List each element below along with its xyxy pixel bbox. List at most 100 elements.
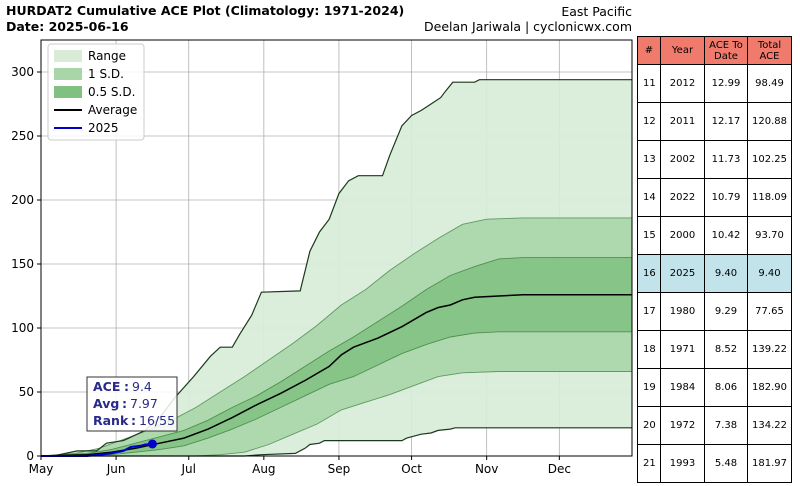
table-row: 12 2011 12.17 120.88 [637,102,792,141]
table-cell: 2025 [660,254,705,293]
info-colon: : [131,413,136,428]
table-row: 13 2002 11.73 102.25 [637,140,792,179]
range-max-line [41,79,632,457]
y-tick-label: 50 [19,385,34,399]
table-cell: 11.73 [704,140,748,179]
legend-label: Average [88,103,137,117]
sd05-band [41,257,632,456]
table-cell: 2022 [660,178,705,217]
y-tick-label: 250 [11,129,34,143]
info-avg-label: Avg [93,396,119,411]
table-cell: 21 [637,444,661,483]
table-body: 11 2012 12.99 98.49 12 2011 12.17 120.88 13 2002 1… [637,64,792,483]
table-cell: 181.97 [747,444,792,483]
table-cell: 2011 [660,102,705,141]
table-cell: 2000 [660,216,705,255]
x-tick-label: May [29,462,54,476]
x-tick-label: Nov [475,462,498,476]
table-row: 19 1984 8.06 182.90 [637,368,792,407]
info-rank-label: Rank [93,413,129,428]
table-cell: 1972 [660,406,705,445]
table-header-cell: # [637,36,661,65]
table-cell: 182.90 [747,368,792,407]
legend-label: 0.5 S.D. [88,85,135,99]
table-cell: 1971 [660,330,705,369]
table-cell: 10.79 [704,178,748,217]
table-row: 11 2012 12.99 98.49 [637,64,792,103]
table-cell: 1980 [660,292,705,331]
info-colon: : [124,379,129,394]
info-rank-value: 16/55 [139,413,175,428]
table-row: 21 1993 5.48 181.97 [637,444,792,483]
ace-chart: 0 50 100 150 200 250 300 May Jun Jul Aug Sep Oct Nov D… [11,39,633,476]
table-row: 14 2022 10.79 118.09 [637,178,792,217]
legend-label: 2025 [88,121,119,135]
table-cell: 9.40 [747,254,792,293]
sd05-edge [40,257,632,457]
table-cell: 1984 [660,368,705,407]
table-cell: 8.52 [704,330,748,369]
table-cell: 7.38 [704,406,748,445]
range-min-line [41,427,632,457]
y-tick-label: 150 [11,257,34,271]
table-cell: 5.48 [704,444,748,483]
chart-title: HURDAT2 Cumulative ACE Plot (Climatology… [6,3,405,18]
table-row: 17 1980 9.29 77.65 [637,292,792,331]
table-cell: 77.65 [747,292,792,331]
info-ace-label: ACE [93,379,120,394]
table-cell: 17 [637,292,661,331]
table-cell: 10.42 [704,216,748,255]
table-cell: 102.25 [747,140,792,179]
chart-date: Date: 2025-06-16 [6,19,129,34]
table-header-cell: ACE To Date [704,36,748,65]
x-tick-label: Aug [252,462,275,476]
table-cell: 14 [637,178,661,217]
table-header-cell: Year [660,36,705,65]
table-cell: 120.88 [747,102,792,141]
table-cell: 9.40 [704,254,748,293]
basin-label: East Pacific [561,4,632,19]
plot-frame [40,39,633,457]
info-colon: : [122,396,127,411]
table-cell: 16 [637,254,661,293]
table-cell: 2012 [660,64,705,103]
table-cell: 118.09 [747,178,792,217]
table-header-cell: Total ACE [747,36,792,65]
y-tick-label: 100 [11,321,34,335]
table-cell: 12.99 [704,64,748,103]
table-cell: 2002 [660,140,705,179]
legend-swatch [54,68,82,80]
y-tick-label: 300 [11,65,34,79]
x-tick-label: Jul [181,462,196,476]
table-row: 16 2025 9.40 9.40 [637,254,792,293]
table-cell: 93.70 [747,216,792,255]
x-tick-label: Oct [401,462,422,476]
info-ace-value: 9.4 [132,379,152,394]
rank-table: # Year ACE To Date Total ACE 11 2012 12.99 98.… [637,36,792,483]
table-cell: 11 [637,64,661,103]
sd1-edge [41,371,632,457]
table-cell: 18 [637,330,661,369]
legend-label: 1 S.D. [88,67,124,81]
info-box [86,376,178,432]
x-tick-label: Jun [106,462,126,476]
table-cell: 20 [637,406,661,445]
table-header-row: # Year ACE To Date Total ACE [637,36,792,65]
info-avg-value: 7.97 [130,396,158,411]
table-cell: 139.22 [747,330,792,369]
legend-swatch [54,86,82,98]
table-cell: 19 [637,368,661,407]
credit-label: Deelan Jariwala | cyclonicwx.com [424,19,632,34]
legend-swatch [54,50,82,62]
x-tick-label: Sep [328,462,351,476]
table-cell: 15 [637,216,661,255]
table-cell: 1993 [660,444,705,483]
table-cell: 134.22 [747,406,792,445]
current-2025-point [147,439,157,449]
y-tick-label: 0 [26,449,34,463]
table-cell: 8.06 [704,368,748,407]
table-cell: 12 [637,102,661,141]
table-cell: 12.17 [704,102,748,141]
table-row: 20 1972 7.38 134.22 [637,406,792,445]
sd05-edge [40,331,632,457]
